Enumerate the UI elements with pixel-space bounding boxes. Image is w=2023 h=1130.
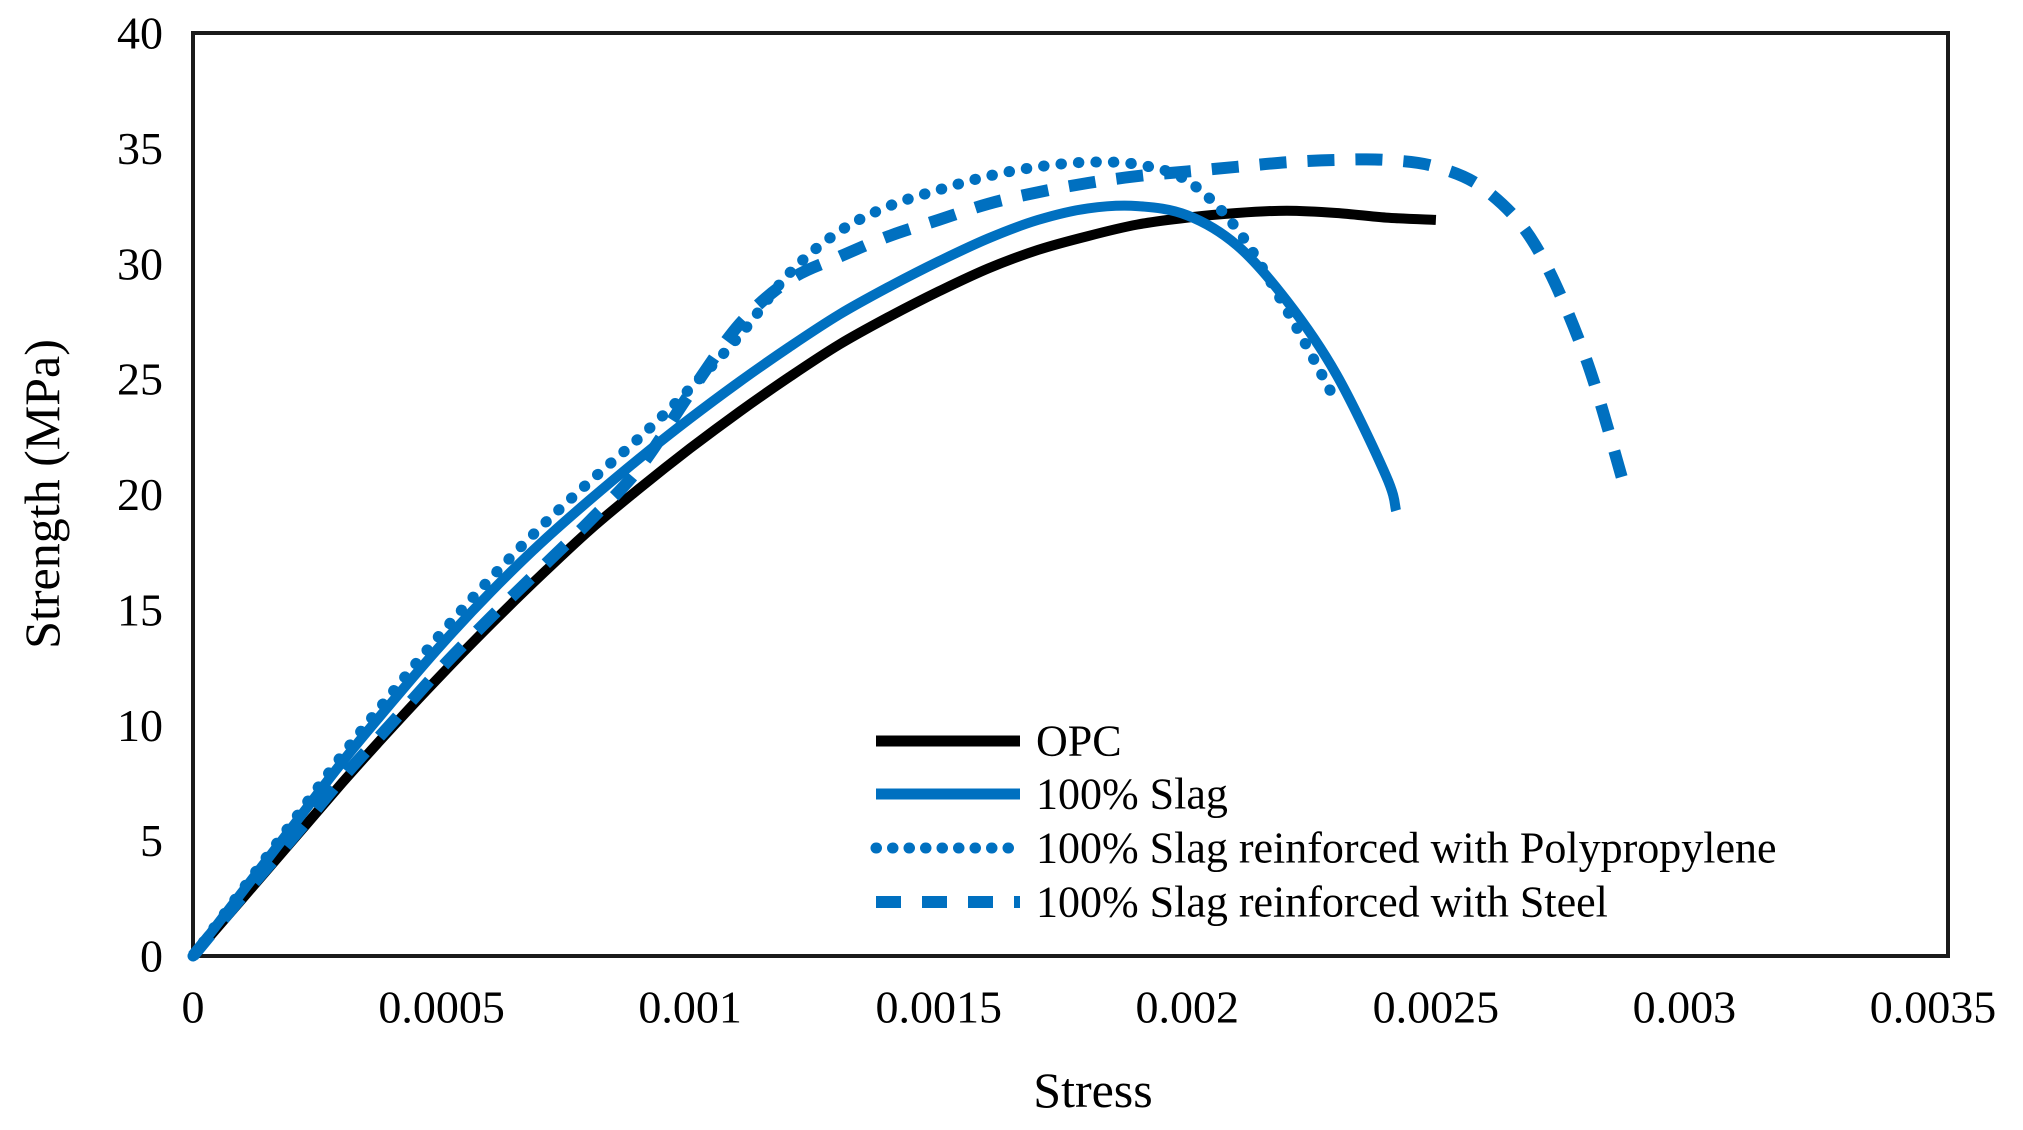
legend-label: OPC: [1036, 717, 1122, 766]
legend-label: 100% Slag reinforced with Steel: [1036, 878, 1608, 927]
series-curve-3: [188, 153, 1631, 960]
x-tick-label: 0.002: [1136, 982, 1240, 1033]
y-tick-label: 25: [117, 354, 163, 405]
y-tick-label: 10: [117, 700, 163, 751]
y-tick-label: 5: [140, 815, 163, 866]
legend-label: 100% Slag: [1036, 770, 1228, 819]
x-tick-label: 0: [182, 982, 205, 1033]
series-curves: [187, 153, 1631, 962]
y-tick-label: 0: [140, 931, 163, 982]
x-tick-label: 0.001: [638, 982, 742, 1033]
y-tick-label: 35: [117, 123, 163, 174]
x-tick-label: 0.0005: [378, 982, 505, 1033]
x-tick-label: 0.0015: [875, 982, 1002, 1033]
x-tick-label: 0.0025: [1373, 982, 1500, 1033]
y-tick-label: 15: [117, 584, 163, 635]
legend-label: 100% Slag reinforced with Polypropylene: [1036, 824, 1777, 873]
y-axis-title: Strength (MPa): [14, 339, 70, 649]
plot-border: [191, 31, 1950, 958]
series-curve-2: [187, 156, 1342, 962]
x-axis-title: Stress: [1033, 1062, 1152, 1118]
x-tick-label: 0.003: [1633, 982, 1737, 1033]
series-curve-1: [189, 200, 1401, 960]
plot-frame: [191, 31, 1950, 958]
axis-tick-labels: 0 0.0005 0.001 0.0015 0.002 0.0025 0.003 0.0035…: [117, 8, 1996, 1033]
x-tick-label: 0.0035: [1870, 982, 1997, 1033]
y-tick-label: 40: [117, 8, 163, 59]
y-tick-label: 20: [117, 469, 163, 520]
y-tick-label: 30: [117, 238, 163, 289]
